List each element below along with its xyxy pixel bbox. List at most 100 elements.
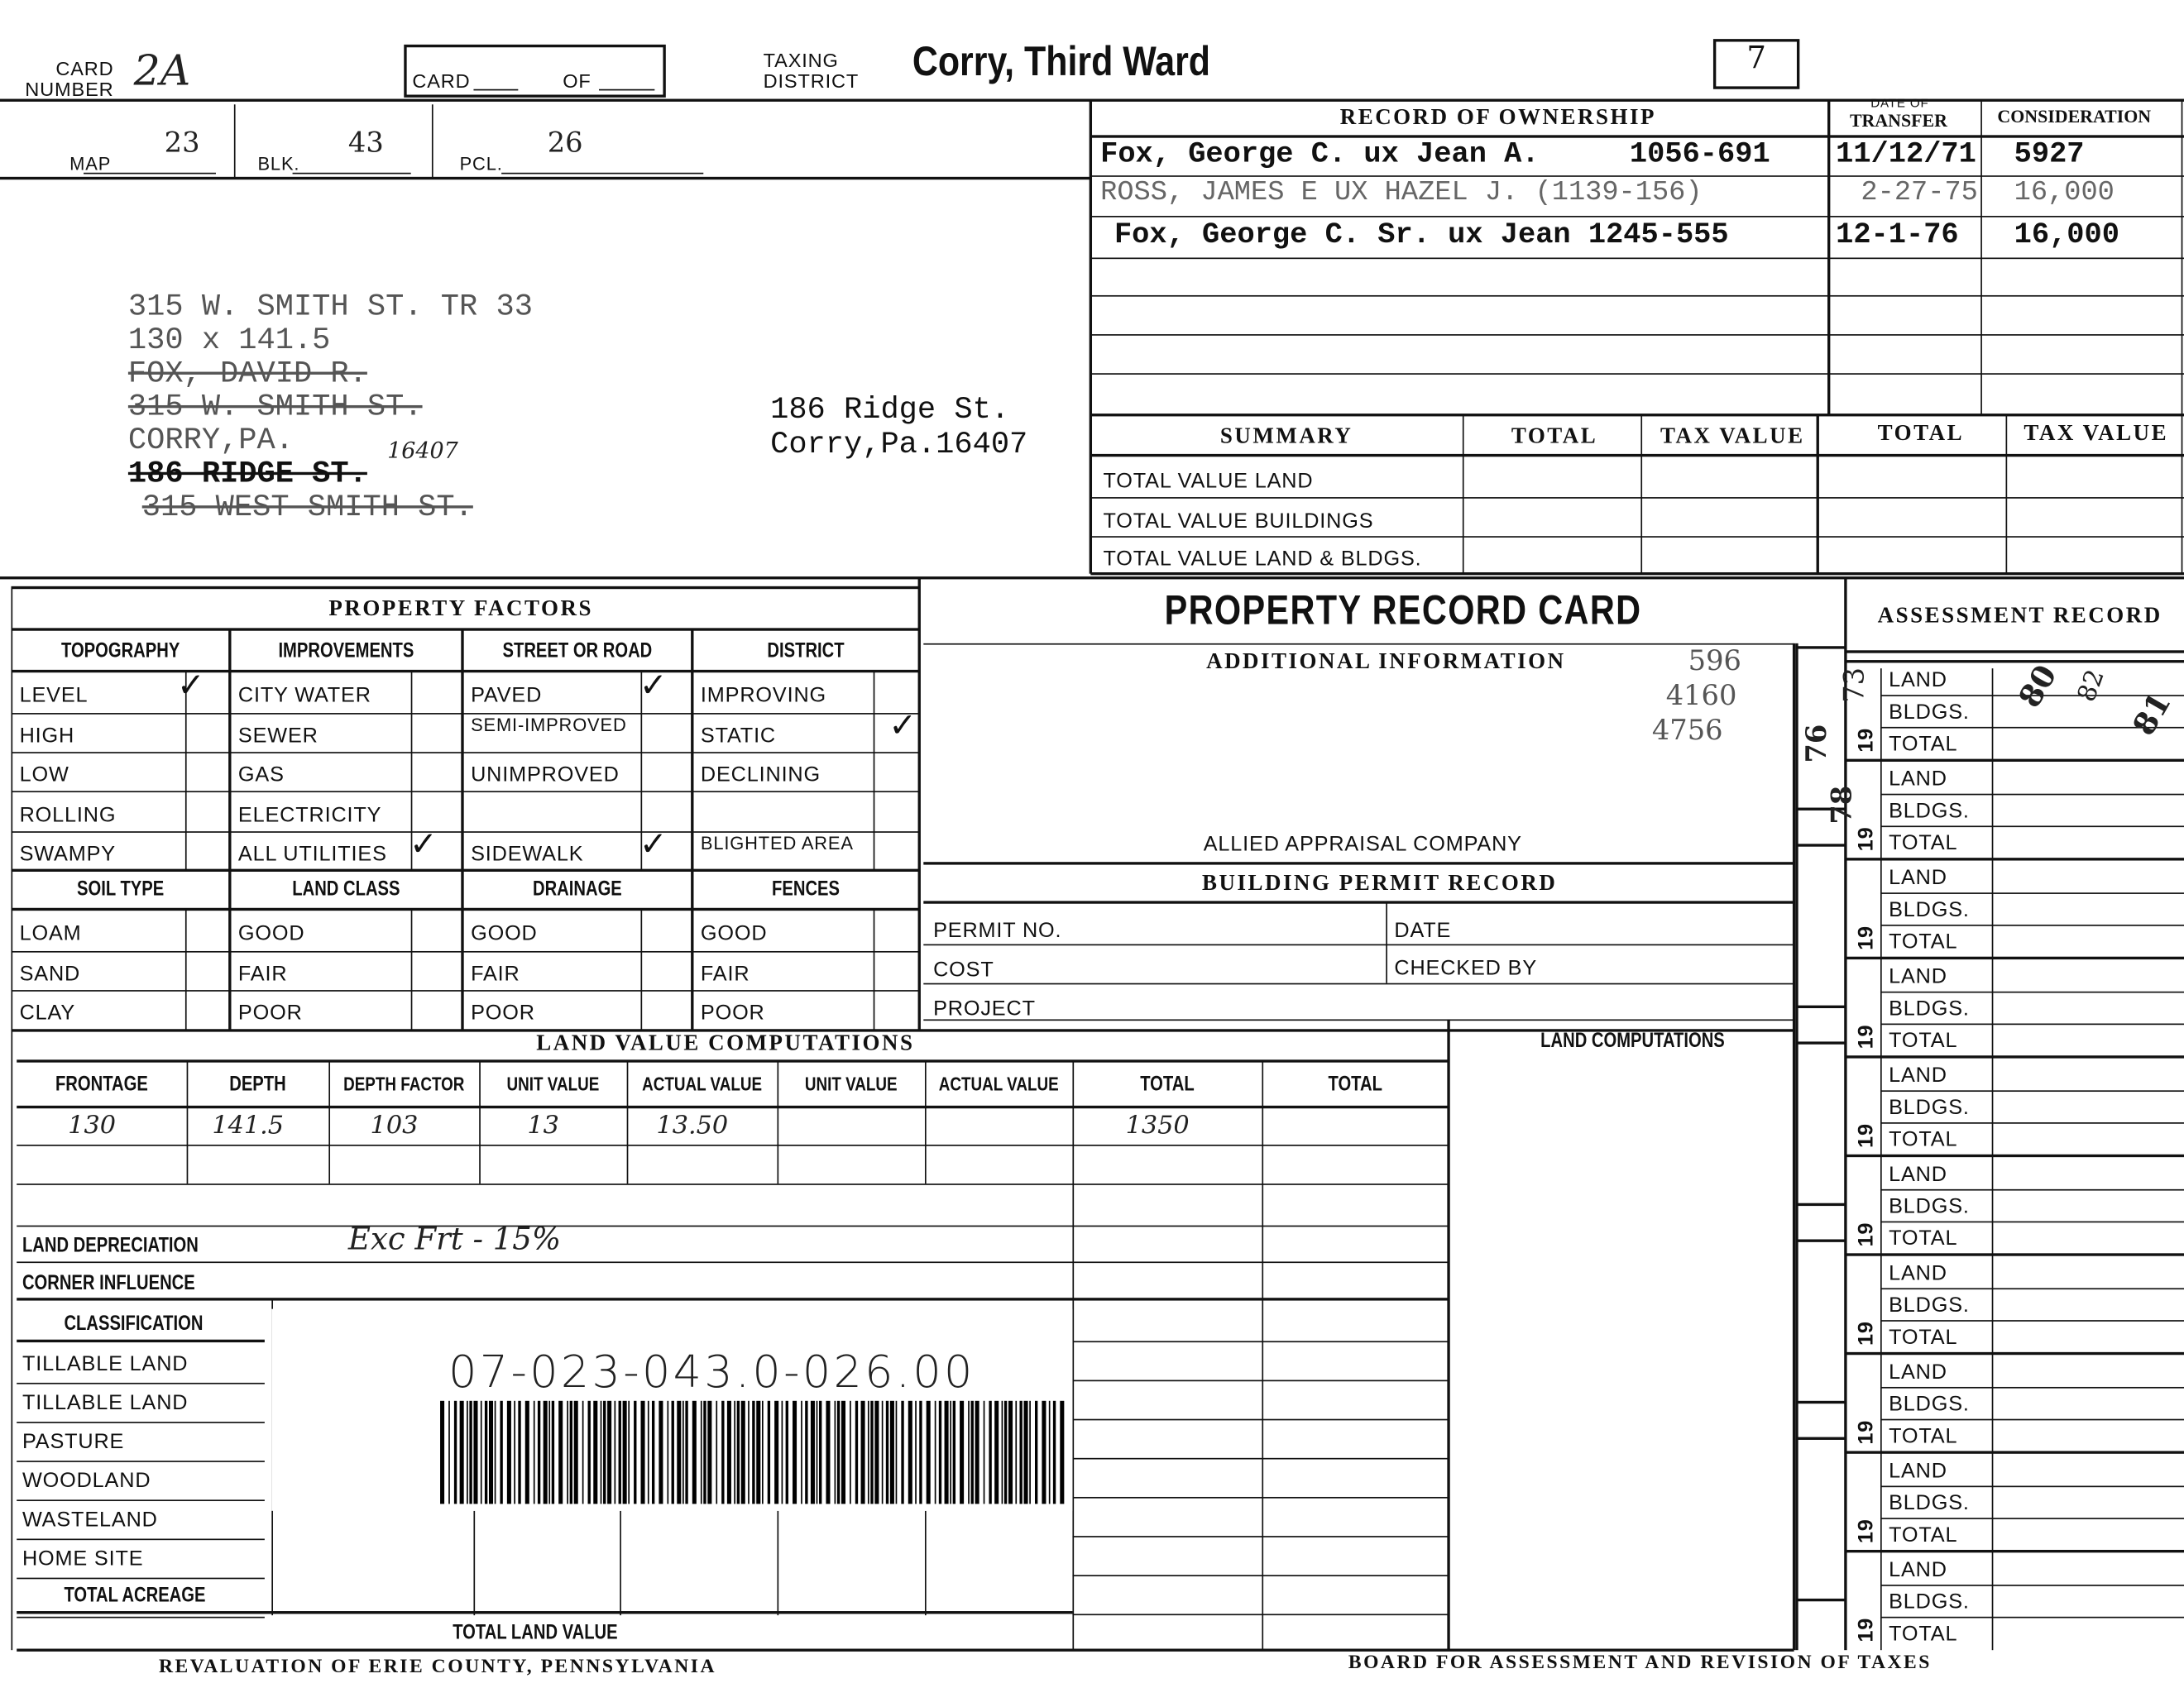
taxing-district-label: TAXING DISTRICT: [763, 48, 860, 93]
project-label: PROJECT: [933, 997, 1036, 1021]
rule-line: [1385, 902, 1387, 983]
factor-item: PAVED: [471, 683, 543, 708]
rule-line: [1090, 413, 2184, 417]
rule-line: [17, 1059, 1449, 1063]
assessment-label-bldgs: BLDGS.: [1889, 700, 1970, 724]
rule-line: [271, 1298, 273, 1616]
rule-line: [1090, 333, 2184, 335]
card-number-label: CARD NUMBER: [25, 57, 114, 101]
assessment-year-prefix: 19: [1854, 1617, 1879, 1643]
rule-line: [1880, 1220, 2184, 1222]
rule-line: [1090, 453, 2184, 457]
barcode-bar: [721, 1400, 725, 1504]
factor-item: IMPROVING: [700, 683, 827, 708]
deed-reference: 1056-691: [1629, 139, 1770, 172]
depreciation-note: Exc Frt - 15%: [347, 1222, 562, 1258]
total-land-value-label: TOTAL LAND VALUE: [453, 1620, 618, 1645]
rule-line: [328, 1060, 330, 1184]
rule-line: [1072, 1418, 1449, 1420]
barcode-bar: [573, 1400, 578, 1504]
additional-info-label: ADDITIONAL INFORMATION: [1206, 650, 1566, 674]
barcode-bar: [603, 1400, 606, 1504]
barcode-bar: [640, 1400, 645, 1504]
barcode-bar: [558, 1400, 563, 1504]
rule-line: [1796, 844, 1846, 847]
factor-item: SIDEWALK: [471, 842, 584, 867]
assessment-label-bldgs: BLDGS.: [1889, 1293, 1970, 1317]
barcode-bar: [968, 1400, 970, 1504]
land-value-title: LAND VALUE COMPUTATIONS: [536, 1031, 915, 1056]
barcode-bar: [785, 1400, 788, 1504]
assessment-label-total: TOTAL: [1889, 1523, 1958, 1547]
barcode-bar: [793, 1400, 797, 1504]
rule-line: [17, 1537, 265, 1540]
rule-line: [17, 1576, 265, 1579]
column-header: DEPTH FACTOR: [343, 1072, 465, 1095]
barcode-bar: [908, 1400, 912, 1504]
rule-line: [924, 1060, 926, 1184]
rule-line: [1072, 1496, 1449, 1498]
barcode-bar: [628, 1400, 630, 1504]
rule-line: [1845, 1154, 2184, 1158]
checkmark-icon: ✓: [410, 824, 438, 863]
barcode-bar: [950, 1400, 951, 1504]
rule-line: [923, 901, 1794, 904]
land-depreciation-label: LAND DEPRECIATION: [22, 1233, 199, 1258]
rule-line: [0, 576, 2184, 580]
barcode-bar: [1001, 1400, 1003, 1504]
of-label: OF: [563, 69, 592, 93]
handwritten-year-82: 82: [2071, 666, 2111, 706]
assessment-label-bldgs: BLDGS.: [1889, 1392, 1970, 1417]
rule-line: [1880, 825, 2184, 827]
rule-line: [1845, 1549, 2184, 1553]
factor-item: FAIR: [700, 961, 750, 986]
factor-item: ALL UTILITIES: [237, 842, 387, 867]
date-header: TRANSFER: [1849, 110, 1947, 132]
assessment-year-prefix: 19: [1854, 1419, 1879, 1445]
barcode-bar: [1023, 1400, 1028, 1504]
rule-line: [1880, 1319, 2184, 1321]
barcode-bar: [622, 1400, 627, 1504]
factor-item: SAND: [19, 961, 81, 986]
rule-line: [1796, 1203, 1846, 1207]
rule-line: [1880, 1386, 2184, 1388]
barcode-bar: [938, 1400, 942, 1504]
barcode-bar: [819, 1400, 822, 1504]
rule-line: [1880, 726, 2184, 728]
transfer-date: 2-27-75: [1861, 176, 1978, 209]
owner-name: Fox, George C. ux Jean A.: [1100, 139, 1540, 172]
permit-no-label: PERMIT NO.: [933, 919, 1062, 943]
barcode-bar: [952, 1400, 956, 1504]
footer-left: REVALUATION OF ERIE COUNTY, PENNSYLVANIA: [158, 1657, 717, 1678]
factor-header: DISTRICT: [767, 638, 845, 663]
factor-header: DRAINAGE: [532, 877, 622, 901]
summary-total-header: TOTAL: [1511, 424, 1598, 449]
classification-item: PASTURE: [22, 1430, 125, 1454]
barcode-bar: [1034, 1400, 1038, 1504]
barcode-bar: [734, 1400, 735, 1504]
barcode-bar: [944, 1400, 949, 1504]
barcode-bar: [870, 1400, 874, 1504]
barcode-bar: [667, 1400, 669, 1504]
address-line: 315 WEST SMITH ST.: [141, 490, 473, 525]
barcode-bar: [587, 1400, 591, 1504]
assessment-label-bldgs: BLDGS.: [1889, 1096, 1970, 1120]
permit-cost-label: COST: [933, 958, 994, 983]
factor-item: FAIR: [471, 961, 520, 986]
barcode-bar: [480, 1400, 482, 1504]
assessment-label-land: LAND: [1889, 767, 1947, 791]
additional-value-1: 596: [1688, 643, 1741, 677]
column-header: ACTUAL VALUE: [642, 1072, 763, 1095]
barcode-bar: [677, 1400, 682, 1504]
assessment-label-total: TOTAL: [1889, 1325, 1958, 1350]
mailing-address-line2: Corry,Pa.16407: [770, 427, 1028, 462]
barcode-bar: [926, 1400, 931, 1504]
assessment-label-bldgs: BLDGS.: [1889, 997, 1970, 1021]
barcode-bar: [874, 1400, 879, 1504]
factor-item: HIGH: [19, 723, 75, 748]
rule-line: [10, 587, 12, 1651]
consideration-value: 16,000: [2014, 220, 2119, 252]
assessment-label-land: LAND: [1889, 1459, 1947, 1484]
rule-line: [1090, 135, 2184, 138]
rule-line: [1845, 1055, 2184, 1059]
